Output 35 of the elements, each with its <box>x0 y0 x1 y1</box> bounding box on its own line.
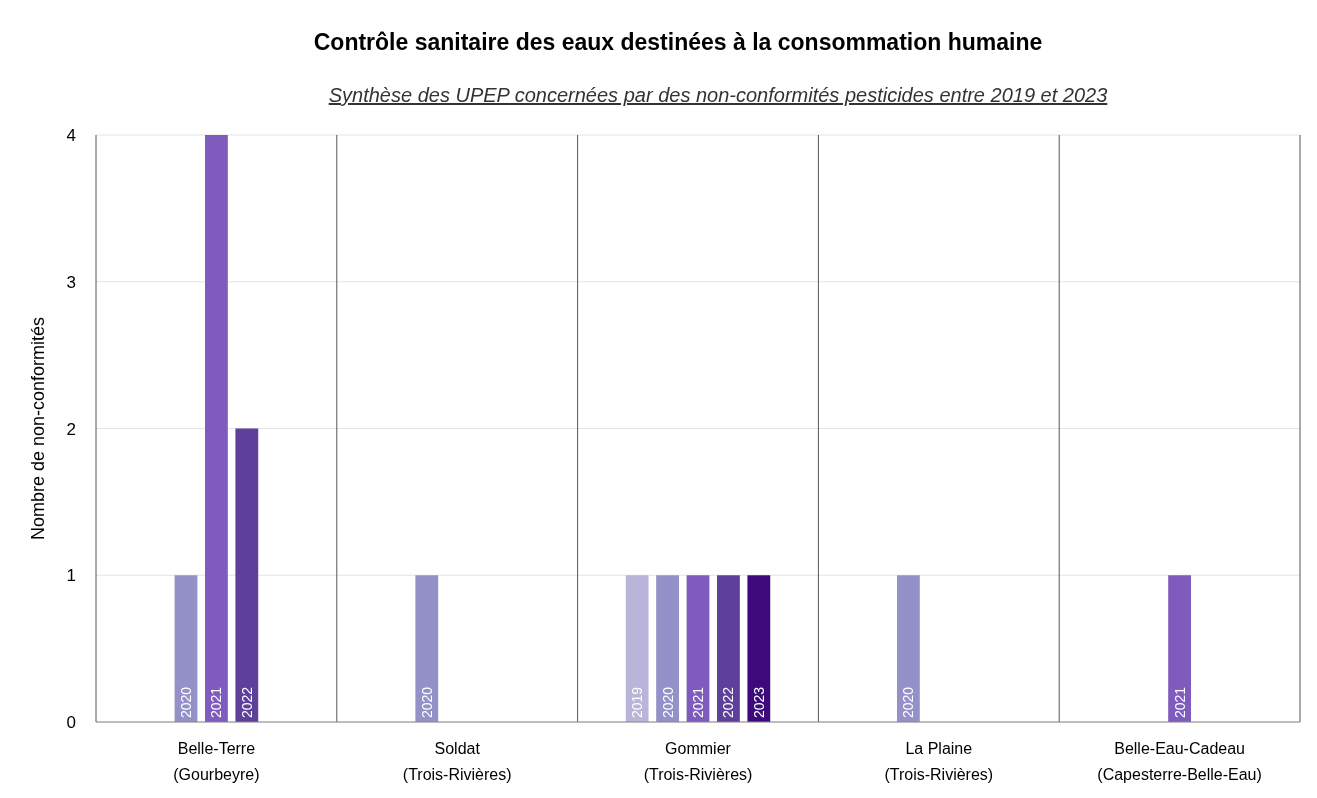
x-tick-label: La Plaine (Trois-Rivières) <box>884 740 994 783</box>
x-tick-label: Belle-Eau-Cadeau (Capesterre-Belle-Eau) <box>1097 740 1262 783</box>
y-tick-label: 2 <box>66 419 76 439</box>
bar <box>1168 575 1191 722</box>
x-tick-label: Gommier (Trois-Rivières) <box>643 740 753 783</box>
bar <box>896 575 920 722</box>
y-tick-label: 4 <box>66 126 76 145</box>
series-label: 2020 <box>177 686 194 718</box>
series-label: 2019 <box>629 686 646 718</box>
bar <box>235 428 259 722</box>
series-label: 2021 <box>1171 686 1188 718</box>
series-label: 2023 <box>750 686 767 718</box>
bar <box>717 575 740 722</box>
text: 2021 <box>690 686 706 718</box>
chart-title: Contrôle sanitaire des eaux destinées à la consommation humaine <box>313 29 1043 55</box>
x-tick-label: Soldat (Trois-Rivières) <box>402 740 512 783</box>
text: 2021 <box>208 686 225 718</box>
bar <box>747 575 771 722</box>
text: 2020 <box>900 686 917 718</box>
y-tick-label: 3 <box>66 272 76 292</box>
y-tick-label: 0 <box>66 713 76 732</box>
text: 2020 <box>418 686 435 718</box>
x-tick-label: Belle-Terre (Gourbeyre) <box>173 740 260 783</box>
bar <box>415 575 439 722</box>
bar <box>656 575 679 722</box>
bar <box>174 575 198 722</box>
text: 2022 <box>720 686 737 718</box>
y-tick-label: 1 <box>66 566 76 586</box>
bar <box>686 575 710 722</box>
bar <box>204 135 228 722</box>
chart-subtitle: Synthèse des UPEP concernées par des non-conformités pesticides entre 2019 et 2023 <box>328 84 1108 106</box>
text: 2020 <box>659 686 676 718</box>
bar <box>625 575 649 722</box>
series-label: 2022 <box>238 686 255 718</box>
y-axis-title: Nombre de non-conformités <box>28 316 48 541</box>
